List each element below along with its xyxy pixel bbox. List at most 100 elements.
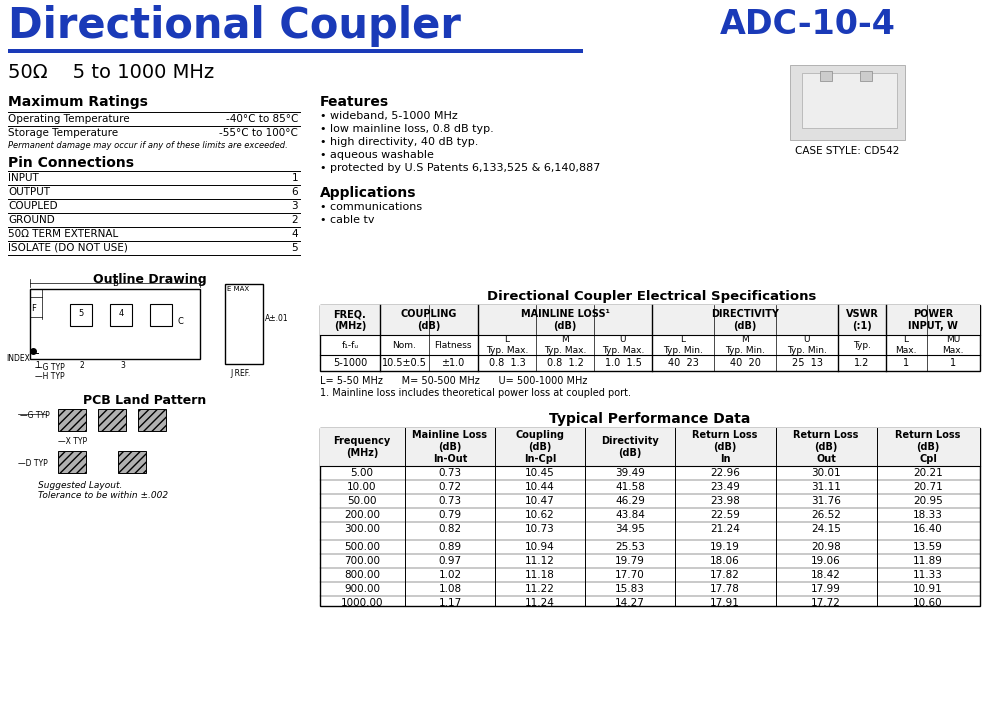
Text: Features: Features	[320, 95, 389, 109]
Text: U
Typ. Min.: U Typ. Min.	[787, 335, 827, 355]
Text: 1.0  1.5: 1.0 1.5	[605, 358, 641, 368]
Text: • cable tv: • cable tv	[320, 215, 374, 225]
Text: 30.01: 30.01	[811, 468, 841, 478]
Text: 1.02: 1.02	[438, 570, 462, 580]
Text: 5.00: 5.00	[351, 468, 374, 478]
Text: 300.00: 300.00	[344, 524, 380, 534]
Text: 50.00: 50.00	[347, 496, 377, 506]
Text: 17.99: 17.99	[811, 584, 841, 594]
Text: 24.15: 24.15	[811, 524, 841, 534]
Bar	[58, 451, 86, 473]
Text: OUTPUT: OUTPUT	[8, 187, 50, 197]
Text: GROUND: GROUND	[8, 215, 55, 225]
Text: U
Typ. Max.: U Typ. Max.	[602, 335, 644, 355]
Text: 10.91: 10.91	[913, 584, 943, 594]
Text: L= 5-50 MHz      M= 50-500 MHz      U= 500-1000 MHz: L= 5-50 MHz M= 50-500 MHz U= 500-1000 MH…	[320, 376, 587, 386]
Text: 17.70: 17.70	[615, 570, 645, 580]
Text: 22.59: 22.59	[710, 510, 740, 520]
Text: —G TYP: —G TYP	[20, 411, 50, 420]
Text: INPUT: INPUT	[8, 173, 39, 183]
Text: 22.96: 22.96	[710, 468, 740, 478]
Text: ISOLATE (DO NOT USE): ISOLATE (DO NOT USE)	[8, 243, 128, 253]
Text: 10.00: 10.00	[347, 482, 377, 492]
Text: Typical Performance Data: Typical Performance Data	[549, 412, 751, 426]
Text: 39.49: 39.49	[615, 468, 645, 478]
Text: M
Typ. Min.: M Typ. Min.	[725, 335, 765, 355]
Text: 1: 1	[291, 173, 298, 183]
Text: 3: 3	[291, 201, 298, 211]
Text: 1. Mainline loss includes theoretical power loss at coupled port.: 1. Mainline loss includes theoretical po…	[320, 388, 631, 398]
Bar	[118, 451, 146, 473]
Text: 10.5±0.5: 10.5±0.5	[382, 358, 426, 368]
Text: 1.17: 1.17	[438, 598, 462, 608]
Text: Return Loss
(dB)
In: Return Loss (dB) In	[692, 430, 758, 463]
Text: 50Ω TERM EXTERNAL: 50Ω TERM EXTERNAL	[8, 229, 118, 239]
Text: 0.89: 0.89	[438, 542, 462, 552]
Text: 3: 3	[120, 361, 125, 370]
Text: 41.58: 41.58	[615, 482, 645, 492]
Bar	[70, 304, 92, 326]
Text: 16.40: 16.40	[913, 524, 943, 534]
Bar	[820, 71, 832, 81]
Text: Nom.: Nom.	[392, 340, 416, 349]
Text: B: B	[112, 279, 118, 288]
Text: 1.2: 1.2	[854, 358, 870, 368]
Text: M
Typ. Max.: M Typ. Max.	[544, 335, 586, 355]
Bar	[860, 71, 872, 81]
Text: 19.06: 19.06	[811, 556, 841, 566]
Text: • protected by U.S Patents 6,133,525 & 6,140,887: • protected by U.S Patents 6,133,525 & 6…	[320, 163, 600, 173]
Text: 10.60: 10.60	[913, 598, 943, 608]
Text: 0.79: 0.79	[438, 510, 462, 520]
Text: 10.44: 10.44	[525, 482, 555, 492]
Text: 1000.00: 1000.00	[341, 598, 383, 608]
Text: Suggested Layout.
Tolerance to be within ±.002: Suggested Layout. Tolerance to be within…	[38, 481, 168, 501]
Text: 1.08: 1.08	[438, 584, 462, 594]
Text: L
Typ. Min.: L Typ. Min.	[663, 335, 703, 355]
Text: 700.00: 700.00	[344, 556, 380, 566]
Text: 0.73: 0.73	[438, 468, 462, 478]
Text: 23.98: 23.98	[710, 496, 740, 506]
Text: 18.33: 18.33	[913, 510, 943, 520]
Text: Return Loss
(dB)
Cpl: Return Loss (dB) Cpl	[895, 430, 961, 463]
Bar	[58, 409, 86, 431]
Bar	[30, 289, 200, 359]
Text: 50Ω    5 to 1000 MHz: 50Ω 5 to 1000 MHz	[8, 63, 214, 82]
Bar	[150, 304, 172, 326]
Text: MAINLINE LOSS¹
(dB): MAINLINE LOSS¹ (dB)	[521, 309, 609, 331]
Text: 17.72: 17.72	[811, 598, 841, 608]
Text: • aqueous washable: • aqueous washable	[320, 150, 434, 160]
Text: 14.27: 14.27	[615, 598, 645, 608]
Text: CASE STYLE: CD542: CASE STYLE: CD542	[795, 146, 899, 156]
Text: • wideband, 5-1000 MHz: • wideband, 5-1000 MHz	[320, 111, 458, 121]
Text: 26.52: 26.52	[811, 510, 841, 520]
Text: PCB Land Pattern: PCB Land Pattern	[83, 394, 206, 407]
Text: 10.47: 10.47	[525, 496, 555, 506]
Text: COUPLED: COUPLED	[8, 201, 58, 211]
Text: ±1.0: ±1.0	[441, 358, 465, 368]
Text: 25  13: 25 13	[792, 358, 822, 368]
Text: ADC-10-4: ADC-10-4	[720, 8, 896, 41]
Text: F: F	[31, 304, 36, 313]
Text: 19.79: 19.79	[615, 556, 645, 566]
Text: Storage Temperature: Storage Temperature	[8, 128, 118, 138]
Text: POWER
INPUT, W: POWER INPUT, W	[908, 309, 958, 331]
Text: 15.83: 15.83	[615, 584, 645, 594]
Text: 900.00: 900.00	[344, 584, 380, 594]
Text: —D TYP: —D TYP	[18, 459, 48, 468]
Text: J REF.: J REF.	[230, 369, 250, 378]
Text: E MAX: E MAX	[227, 286, 249, 292]
Text: 10.94: 10.94	[525, 542, 555, 552]
Text: 11.18: 11.18	[525, 570, 555, 580]
Text: Flatness: Flatness	[434, 340, 472, 349]
Text: 2: 2	[291, 215, 298, 225]
Text: 500.00: 500.00	[344, 542, 380, 552]
Text: 1: 1	[903, 358, 909, 368]
Text: Outline Drawing: Outline Drawing	[93, 273, 207, 286]
Text: 20.98: 20.98	[811, 542, 841, 552]
Text: —X TYP: —X TYP	[58, 437, 87, 446]
Text: Frequency
(MHz): Frequency (MHz)	[333, 436, 391, 458]
Text: 0.72: 0.72	[438, 482, 462, 492]
Bar	[790, 65, 905, 140]
Text: 20.95: 20.95	[913, 496, 943, 506]
Text: 34.95: 34.95	[615, 524, 645, 534]
